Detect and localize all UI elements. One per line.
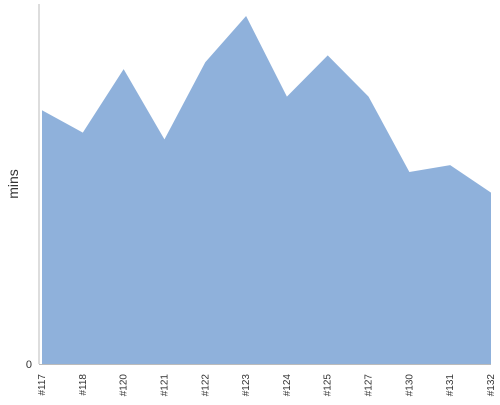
x-tick-label: #130: [404, 374, 415, 397]
x-tick-label: #120: [119, 374, 130, 397]
x-tick-label: #124: [282, 374, 293, 397]
area-series-layer: [42, 16, 491, 364]
x-tick-label: #122: [200, 374, 211, 397]
area-series: [42, 16, 491, 364]
x-tick-label: #118: [78, 374, 89, 396]
x-tick-label: #131: [445, 374, 456, 397]
x-tick-label: #117: [37, 374, 48, 396]
y-axis-title: mins: [5, 169, 21, 199]
y-tick-label: 0: [26, 359, 32, 371]
x-tick-label: #127: [364, 374, 375, 397]
x-tick-label: #132: [486, 374, 497, 397]
axes: [38, 4, 491, 365]
x-tick-label: #123: [241, 374, 252, 397]
tick-labels: 0 #117 #118 #120 #121 #122 #123 #124 #125 #127 #13…: [26, 359, 497, 396]
x-tick-label: #125: [323, 374, 334, 397]
x-tick-label: #121: [159, 374, 170, 397]
